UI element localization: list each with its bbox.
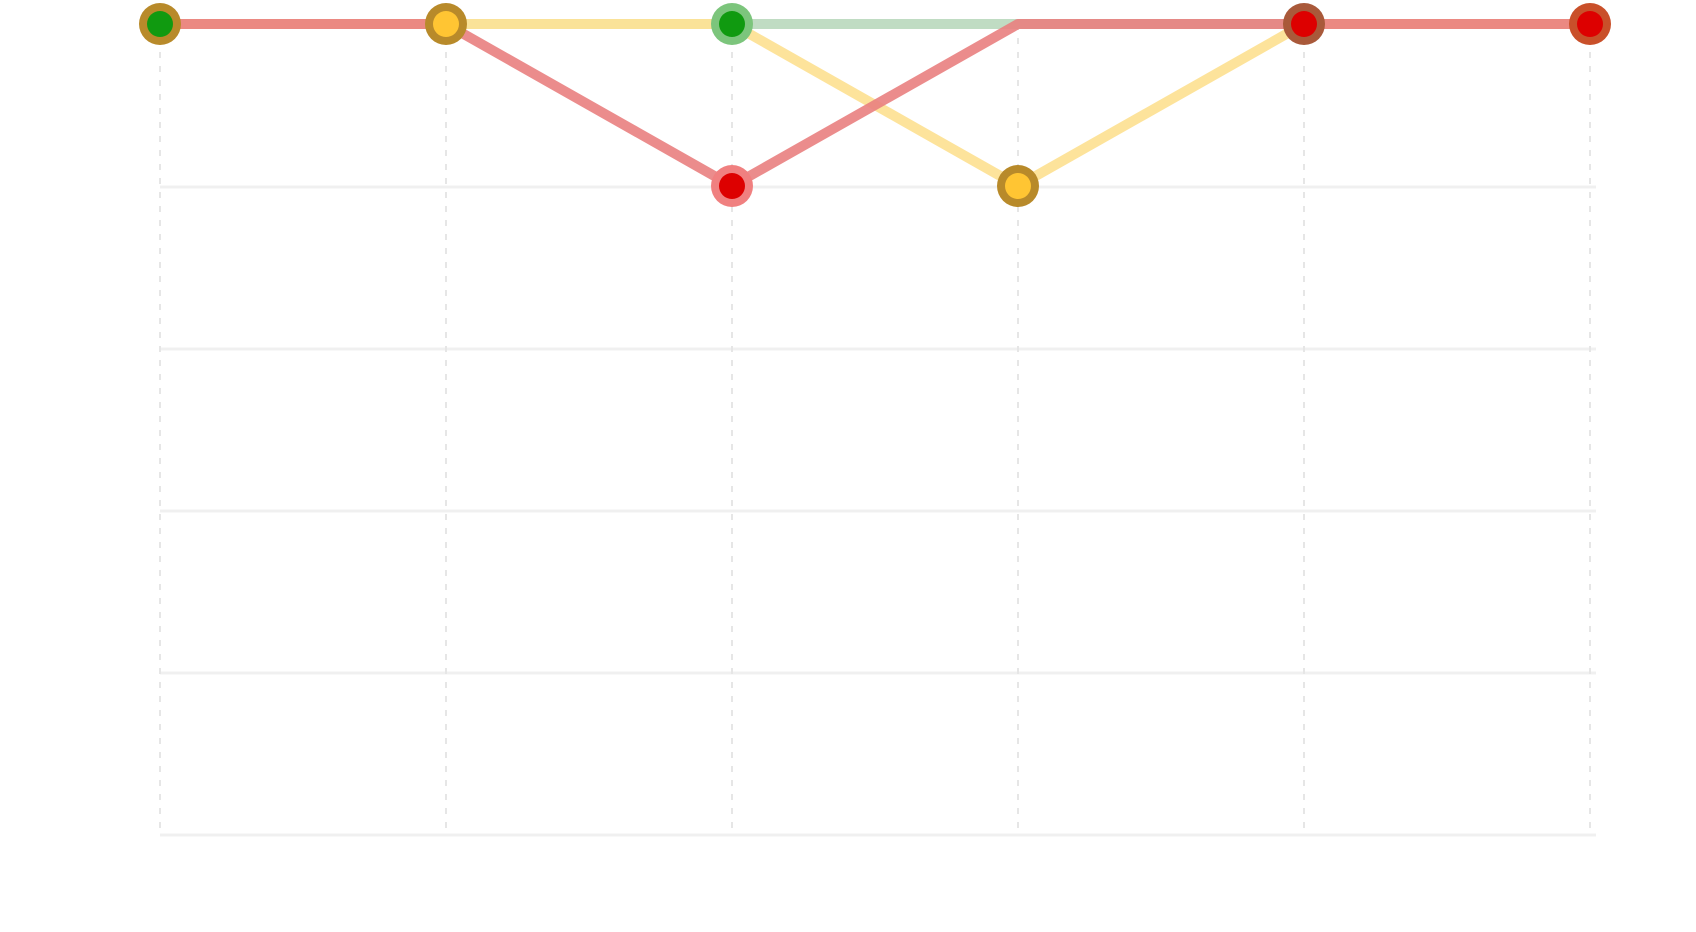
data-point[interactable] [1291, 11, 1317, 37]
data-point[interactable] [147, 11, 173, 37]
data-point[interactable] [719, 173, 745, 199]
data-point[interactable] [719, 11, 745, 37]
series-line-3 [155, 19, 1595, 191]
series-lines [155, 19, 1595, 191]
grid-layer [159, 24, 1596, 837]
data-point[interactable] [1005, 173, 1031, 199]
data-point[interactable] [433, 11, 459, 37]
data-points [139, 3, 1611, 207]
data-point[interactable] [1577, 11, 1603, 37]
